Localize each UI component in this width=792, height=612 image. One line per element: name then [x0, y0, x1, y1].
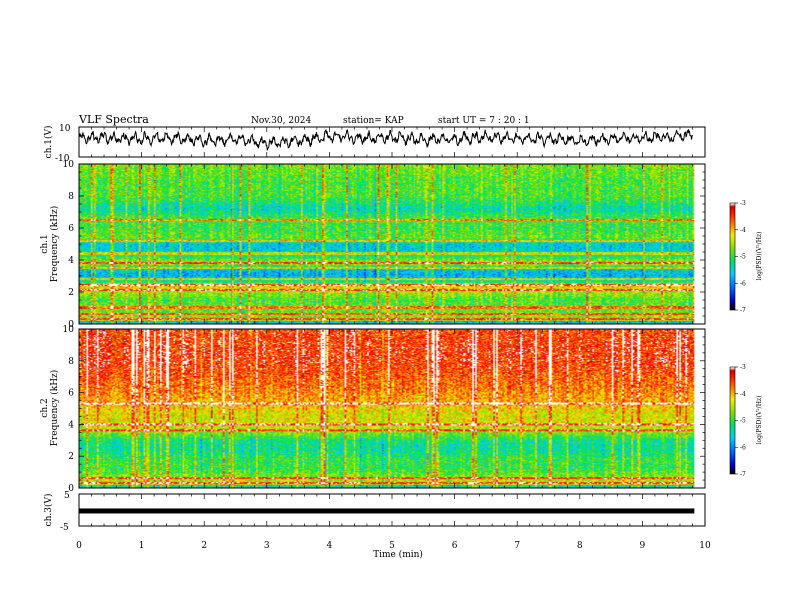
ch1-ylabel: ch.1(V) [43, 126, 54, 159]
ch3-waveform-panel: 5 -5 ch.3(V) [43, 491, 706, 533]
spec1-ytick-label: 0 [68, 320, 74, 330]
time-axis-tick-label: 7 [514, 541, 520, 551]
spec2-ytick-label: 10 [63, 325, 75, 335]
spec2-ytick-label: 8 [68, 357, 74, 367]
ch1-waveform-trace [78, 128, 693, 151]
ch2-colorbar-ticks: -3 -4 -5 -6 -7 [735, 364, 746, 478]
ch1-colorbar-tick-label: -6 [740, 280, 746, 287]
ch2-colorbar: -3 -4 -5 -6 -7 log(PSD)(V²/Hz) [729, 364, 763, 478]
ch1-ytick-top: 10 [59, 124, 71, 134]
time-axis-label: Time (min) [373, 549, 423, 560]
spec1-ytick-label: 8 [68, 192, 74, 202]
time-axis-tick-label: 10 [699, 541, 711, 551]
ch2-colorbar-tick-label: -4 [740, 391, 746, 398]
spec2-ytick-label: 2 [68, 452, 74, 462]
ch1-colorbar-gradient [730, 203, 735, 310]
ch2-spectrogram-panel: 0 2 4 6 8 10 ch.2 Frequency (kHz) [40, 325, 706, 494]
spec1-ytick-label: 6 [68, 224, 74, 234]
ch2-frequency-ticks: 0 2 4 6 8 10 [63, 325, 705, 494]
ch1-colorbar-tick-label: -4 [740, 227, 746, 234]
spec1-ytick-label: 4 [68, 256, 74, 266]
figure-title: VLF Spectra [78, 113, 149, 126]
ch3-waveform-ticks [78, 494, 706, 526]
ch1-colorbar-tick-label: -7 [740, 307, 746, 314]
ch1-ytick-bottom: -10 [55, 154, 70, 164]
ch3-waveform-trace [79, 508, 695, 514]
ch2-spectrogram-ylabel-frequency: Frequency (kHz) [49, 370, 60, 447]
ch1-spectrogram-ylabel-frequency: Frequency (kHz) [49, 206, 60, 283]
spec1-ytick-label: 2 [68, 288, 74, 298]
ch1-colorbar-tick-label: -3 [740, 200, 746, 207]
ch1-spectrogram-time-ticks [78, 164, 706, 324]
ch3-ytick-top: 5 [64, 491, 70, 501]
ch3-ylabel: ch.3(V) [43, 494, 54, 527]
ch1-colorbar: -3 -4 -5 -6 -7 log(PSD)(V²/Hz) [729, 200, 763, 314]
time-axis-tick-label: 8 [577, 541, 583, 551]
ch2-colorbar-tick-label: -5 [740, 418, 746, 425]
time-axis-tick-label: 5 [389, 541, 395, 551]
ch2-spectrogram-time-ticks [78, 329, 706, 488]
time-axis-tick-labels: 0 1 2 3 4 5 6 7 8 9 10 [76, 541, 711, 551]
ch2-colorbar-gradient [730, 367, 735, 474]
time-axis-tick-label: 2 [201, 541, 207, 551]
ch2-spectrogram-ylabel-channel: ch.2 [40, 398, 50, 417]
ch1-colorbar-tick-label: -5 [740, 254, 746, 261]
ch1-waveform-ticks [78, 127, 706, 157]
ch3-ytick-bottom: -5 [60, 523, 69, 533]
time-axis-tick-label: 0 [76, 541, 82, 551]
ch2-spectrogram-image [79, 329, 695, 488]
ch2-colorbar-tick-label: -7 [740, 471, 746, 478]
time-axis-tick-label: 4 [327, 541, 333, 551]
time-axis-tick-label: 9 [640, 541, 646, 551]
time-axis-tick-label: 1 [139, 541, 145, 551]
ch1-spectrogram-panel: 0 2 4 6 8 10 ch.1 Frequency (kHz) [40, 160, 706, 330]
ch1-colorbar-ticks: -3 -4 -5 -6 -7 [735, 200, 746, 314]
ch1-spectrogram-ylabel-channel: ch.1 [40, 234, 50, 253]
ch2-colorbar-label: log(PSD)(V²/Hz) [756, 396, 763, 445]
ch1-waveform-panel: 10 -10 ch.1(V) [43, 124, 706, 164]
ch2-colorbar-tick-label: -6 [740, 444, 746, 451]
spec1-ytick-label: 10 [63, 160, 75, 170]
time-axis-tick-label: 6 [452, 541, 458, 551]
ch2-colorbar-tick-label: -3 [740, 364, 746, 371]
ch1-frequency-ticks: 0 2 4 6 8 10 [63, 160, 705, 330]
start-ut-label: start UT = 7 : 20 : 1 [438, 116, 530, 126]
station-label: station= KAP [343, 116, 404, 126]
spec2-ytick-label: 6 [68, 389, 74, 399]
ch1-spectrogram-image [79, 164, 695, 324]
spec2-ytick-label: 4 [68, 420, 74, 430]
time-axis-tick-label: 3 [264, 541, 270, 551]
ch1-colorbar-label: log(PSD)(V²/Hz) [756, 232, 763, 281]
spec2-ytick-label: 0 [68, 484, 74, 494]
date-label: Nov.30, 2024 [251, 116, 312, 126]
